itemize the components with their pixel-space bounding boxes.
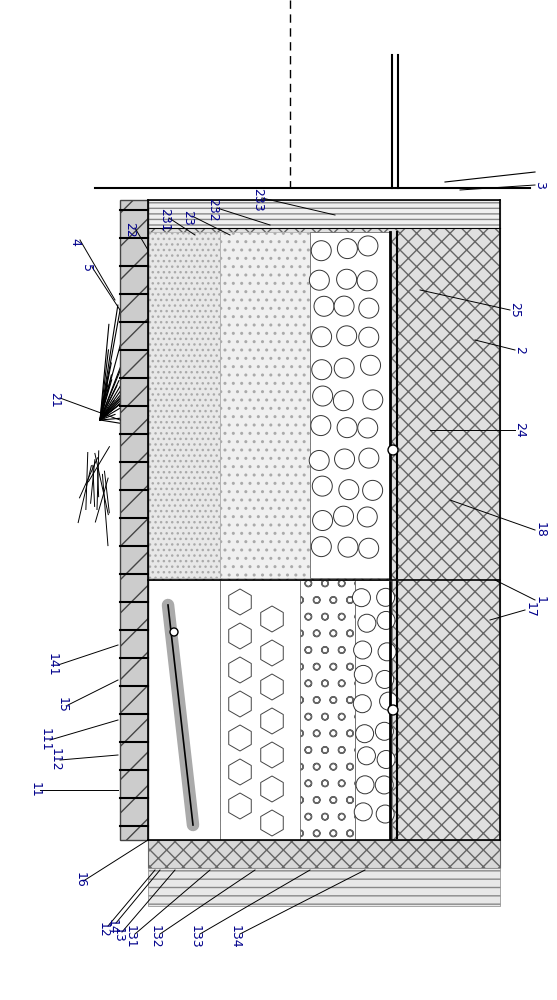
Bar (148, 232, 220, 578)
Circle shape (309, 450, 329, 470)
Bar (300, 580, 355, 840)
Circle shape (378, 643, 396, 661)
Text: 133: 133 (188, 925, 202, 949)
Circle shape (376, 670, 394, 688)
Circle shape (311, 327, 331, 347)
Text: 11: 11 (28, 782, 42, 798)
Circle shape (359, 448, 379, 468)
Text: 112: 112 (48, 748, 61, 772)
Circle shape (334, 296, 354, 316)
Bar (220, 580, 300, 840)
Text: 2: 2 (514, 346, 526, 354)
Circle shape (311, 241, 331, 261)
Circle shape (336, 326, 356, 346)
Circle shape (312, 386, 333, 406)
Circle shape (358, 747, 375, 765)
Circle shape (311, 416, 331, 436)
Circle shape (357, 271, 377, 291)
Text: 5: 5 (81, 264, 94, 272)
Circle shape (363, 390, 383, 410)
Circle shape (311, 537, 331, 557)
Circle shape (334, 358, 354, 378)
Text: 111: 111 (38, 728, 51, 752)
Circle shape (338, 239, 358, 259)
Circle shape (354, 803, 372, 821)
Text: 132: 132 (149, 925, 162, 949)
Circle shape (339, 480, 359, 500)
Circle shape (358, 614, 376, 632)
Bar (355, 580, 392, 840)
Text: 232: 232 (207, 198, 219, 222)
Text: 12: 12 (96, 922, 110, 938)
Circle shape (335, 449, 355, 469)
Bar (120, 200, 148, 840)
Text: 17: 17 (524, 602, 536, 618)
Text: 16: 16 (74, 872, 86, 888)
Circle shape (337, 418, 357, 438)
Text: 24: 24 (514, 422, 526, 438)
Circle shape (338, 537, 358, 557)
Circle shape (355, 725, 374, 743)
Circle shape (359, 298, 379, 318)
Circle shape (312, 511, 333, 531)
Circle shape (336, 269, 356, 289)
Circle shape (354, 641, 372, 659)
Text: 134: 134 (228, 925, 242, 949)
Circle shape (388, 705, 398, 715)
Text: 13: 13 (111, 927, 125, 943)
Circle shape (363, 480, 383, 500)
Text: 23: 23 (182, 210, 194, 226)
Text: 141: 141 (46, 653, 58, 677)
Bar (220, 232, 310, 578)
Bar (310, 232, 390, 578)
Text: 22: 22 (124, 222, 136, 238)
Circle shape (353, 695, 372, 713)
Text: 1: 1 (534, 596, 546, 604)
Circle shape (353, 589, 370, 607)
Text: 14: 14 (105, 919, 119, 935)
Bar (148, 868, 500, 906)
Circle shape (376, 805, 394, 823)
Circle shape (314, 296, 334, 316)
Text: 21: 21 (48, 392, 61, 408)
Circle shape (377, 751, 395, 769)
Text: 4: 4 (69, 238, 81, 246)
Bar (148, 200, 500, 840)
Text: 3: 3 (534, 181, 546, 189)
Circle shape (358, 418, 378, 438)
Bar (148, 580, 220, 840)
Circle shape (375, 776, 393, 794)
Circle shape (170, 628, 178, 636)
Bar (148, 200, 500, 228)
Circle shape (358, 236, 378, 256)
Circle shape (334, 391, 353, 411)
Circle shape (356, 776, 374, 794)
Circle shape (377, 588, 394, 606)
Circle shape (360, 355, 380, 375)
Circle shape (309, 270, 329, 290)
Text: 231: 231 (159, 208, 172, 232)
Circle shape (312, 360, 332, 380)
Circle shape (388, 445, 398, 455)
Bar (148, 840, 500, 868)
Text: 131: 131 (124, 925, 136, 949)
Circle shape (334, 506, 354, 526)
Circle shape (375, 722, 393, 740)
Text: 18: 18 (534, 522, 546, 538)
Circle shape (359, 327, 379, 347)
Circle shape (354, 665, 372, 683)
Circle shape (312, 476, 333, 496)
Circle shape (379, 692, 398, 710)
Circle shape (357, 507, 377, 527)
Circle shape (359, 538, 379, 558)
Text: 15: 15 (56, 697, 69, 713)
Text: 233: 233 (252, 188, 265, 212)
Circle shape (377, 611, 395, 629)
Text: 25: 25 (509, 302, 521, 318)
